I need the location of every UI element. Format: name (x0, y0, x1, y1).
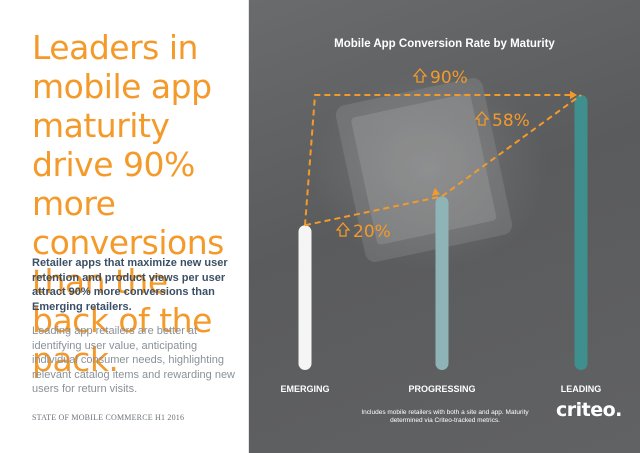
chart-title: Mobile App Conversion Rate by Maturity (334, 38, 555, 50)
text-panel: Leaders in mobile app maturity drive 90%… (0, 0, 249, 453)
up-arrow-icon (335, 222, 351, 237)
category-label: LEADING (561, 384, 602, 394)
background-blur (309, 70, 549, 270)
up-arrow-icon (412, 68, 428, 83)
annotation-20: 20% (353, 222, 391, 242)
arrowhead-progressing (431, 187, 440, 196)
annotation-90: 90% (430, 68, 468, 88)
bar-progressing (435, 196, 449, 370)
criteo-logo: criteo. (556, 399, 622, 421)
category-label: EMERGING (280, 384, 329, 394)
category-label: PROGRESSING (408, 384, 475, 394)
key-finding: Retailer apps that maximize new user ret… (32, 257, 228, 313)
up-arrow-icon (474, 111, 490, 126)
bar-emerging (298, 225, 312, 370)
bracket-line (304, 94, 573, 226)
annotation-58: 58% (492, 111, 530, 131)
chart-note: Includes mobile retailers with both a si… (361, 409, 529, 424)
headline: Leaders in mobile app maturity drive 90%… (32, 28, 224, 379)
arrowhead-leading (570, 90, 577, 100)
body-text: Leading app retailers are better at iden… (32, 325, 236, 395)
source-footer: STATE OF MOBILE COMMERCE H1 2016 (32, 413, 185, 422)
growth-line (304, 94, 582, 227)
bar-leading (574, 95, 588, 370)
